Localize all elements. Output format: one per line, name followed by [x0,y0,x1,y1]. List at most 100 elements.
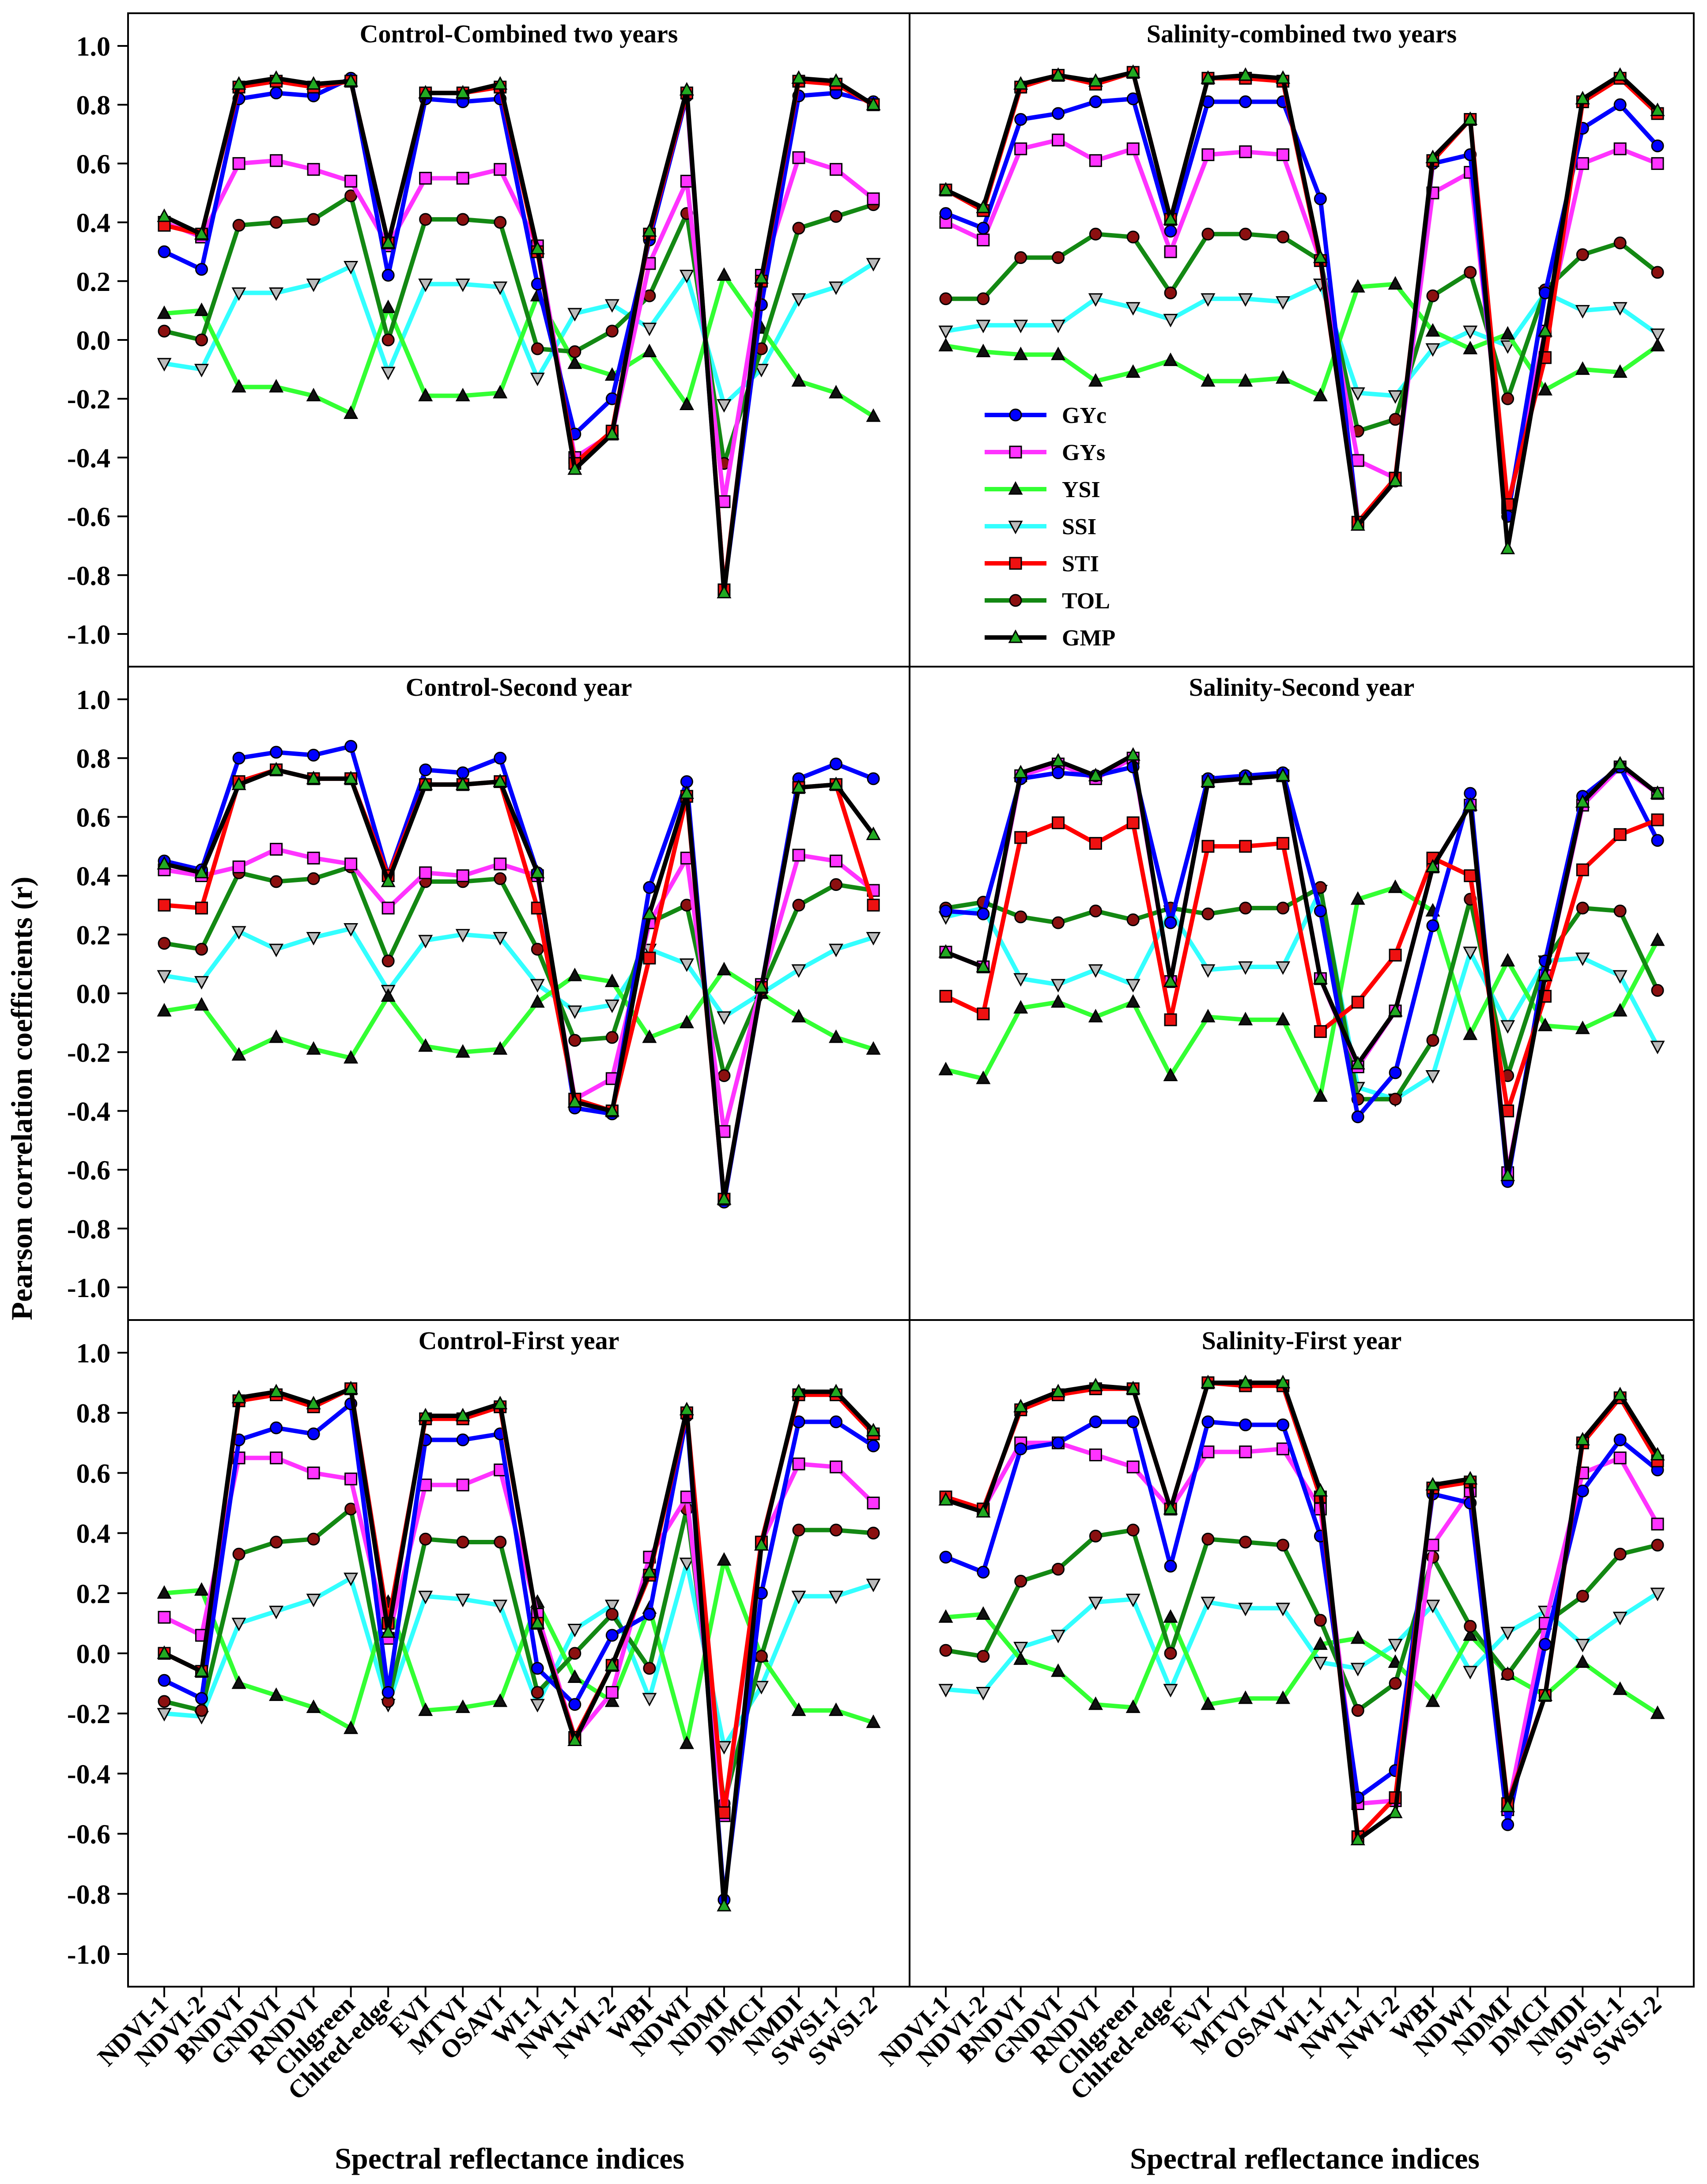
y-tick-label: -0.8 [67,1880,110,1910]
point-GMP [1350,1056,1365,1070]
point-SSI [717,399,732,413]
point-YSI [344,405,359,419]
point-GMP [1088,767,1103,781]
point-YSI [1088,1009,1103,1022]
point-YSI [1051,347,1066,360]
point-YSI [1051,1663,1066,1677]
point-YSI [976,1070,991,1084]
point-YSI [1201,1009,1216,1022]
point-YSI [642,1029,657,1043]
point-GMP [1125,64,1141,78]
point-GYs [1201,1445,1215,1459]
point-GYc [307,749,320,762]
point-YSI [642,343,657,358]
point-TOL [605,1607,619,1621]
point-GMP [1388,473,1403,487]
point-TOL [1464,1620,1477,1633]
point-TOL [792,222,805,235]
point-YSI [1650,338,1665,351]
series-line-SSI [164,261,875,407]
point-GMP [642,906,657,920]
point-YSI [381,988,396,1002]
point-SSI [1013,1641,1028,1656]
point-GYc [977,907,990,920]
point-YSI [1276,1011,1291,1026]
point-YSI [344,1050,359,1064]
point-GYs [718,495,731,508]
point-TOL [1426,1034,1439,1047]
y-tick-label: -0.4 [67,1759,110,1789]
point-GYs [1014,142,1027,155]
panel-6: Salinity-First yearNDVI-1NDVI-2BNDVIGNDV… [873,1319,1695,2105]
point-SSI [269,1606,284,1619]
point-GYs [1276,148,1290,161]
point-TOL [1501,1668,1514,1681]
point-GMP [344,770,359,785]
y-tick-label: 0.2 [76,267,111,297]
point-SSI [604,299,619,313]
point-SSI [530,979,545,993]
point-GYc [1239,1418,1252,1431]
point-GMP [1500,540,1515,554]
y-tick-label: 1.0 [76,1339,111,1369]
point-SSI [1238,1603,1253,1617]
point-SSI [1125,1593,1141,1607]
point-GYc [867,1439,880,1452]
point-STI [867,898,880,912]
point-GYs [1651,157,1664,170]
point-YSI [1125,1699,1141,1713]
point-YSI [938,1609,953,1623]
legend-marker-SSI [1008,521,1023,535]
point-GYc [1651,834,1664,847]
legend-marker-GYs [1009,445,1022,459]
point-GYs [1576,157,1589,170]
point-SSI [269,287,284,301]
point-GMP [866,97,881,110]
point-STI [1389,948,1402,962]
point-TOL [456,213,469,226]
point-SSI [1350,387,1365,401]
y-tick-label: -0.8 [67,561,110,591]
point-GMP [828,73,843,87]
point-YSI [269,1687,284,1701]
point-GMP [1425,859,1440,873]
point-GYc [195,1692,208,1705]
point-SSI [530,1699,545,1712]
point-GMP [754,979,769,993]
point-SSI [1388,390,1403,404]
point-GMP [1575,794,1590,808]
point-YSI [828,1029,843,1043]
point-GMP [1500,1799,1515,1812]
point-SSI [679,958,694,972]
point-TOL [1201,1532,1215,1546]
point-SSI [1201,964,1216,978]
point-GMP [1201,70,1216,84]
series-GMP [938,64,1665,554]
point-SSI [754,364,769,377]
point-GMP [976,958,991,973]
point-YSI [455,1044,470,1058]
point-GYs [1351,454,1364,467]
point-YSI [938,1061,953,1075]
point-YSI [1500,326,1515,340]
point-YSI [1463,340,1478,355]
y-tick-label: 0.6 [76,803,111,833]
point-YSI [306,388,321,402]
point-GYc [1351,1110,1364,1124]
point-YSI [157,305,172,319]
point-GMP [306,1396,321,1410]
point-GYc [419,763,432,777]
point-SSI [567,1005,582,1019]
point-SSI [1201,1596,1216,1611]
panel-title: Control-Second year [406,673,632,702]
point-GYs [1276,1442,1290,1456]
point-GYs [1089,1448,1102,1462]
point-GMP [1163,211,1178,225]
point-SSI [1238,961,1253,975]
point-TOL [829,878,842,891]
point-STI [1651,813,1664,826]
point-TOL [1351,1704,1364,1717]
y-tick-label: -0.2 [67,1699,110,1729]
point-GMP [1313,1483,1328,1497]
point-YSI [866,1714,881,1728]
